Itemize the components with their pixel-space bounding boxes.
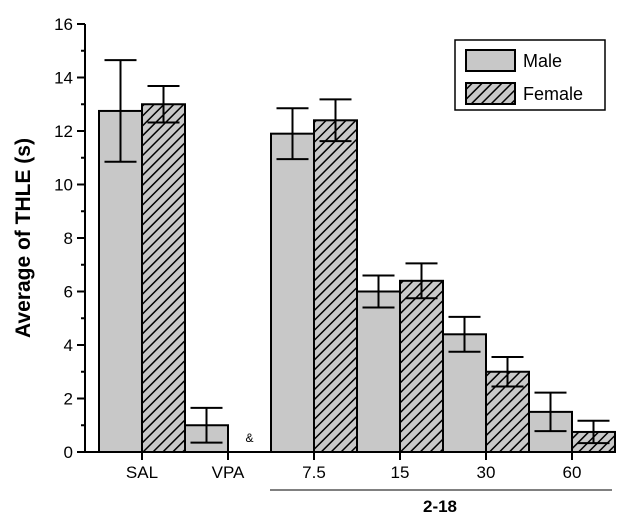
legend-swatch-female xyxy=(465,82,516,105)
legend-label-female: Female xyxy=(523,84,583,104)
bar-female-7.5 xyxy=(313,119,358,454)
y-tick-label: 4 xyxy=(64,336,73,355)
y-tick-label: 8 xyxy=(64,229,73,248)
bar-male-15 xyxy=(356,290,401,453)
x-tick-label-7.5: 7.5 xyxy=(302,463,326,482)
y-tick-label: 6 xyxy=(64,283,73,302)
bar-female-15 xyxy=(399,279,444,453)
bar-male-7.5 xyxy=(270,132,315,454)
y-tick-label: 14 xyxy=(54,69,73,88)
legend-swatch-male xyxy=(465,49,516,72)
y-tick-label: 16 xyxy=(54,15,73,34)
x-tick-label-VPA: VPA xyxy=(212,463,245,482)
y-tick-label: 2 xyxy=(64,390,73,409)
y-axis-title: Average of THLE (s) xyxy=(12,138,35,338)
x-tick-label-60: 60 xyxy=(563,463,582,482)
y-tick-label: 0 xyxy=(64,443,73,462)
bar-male-SAL xyxy=(98,109,143,453)
y-tick-label: 12 xyxy=(54,122,73,141)
bar-female-SAL xyxy=(141,103,186,453)
legend: Male Female xyxy=(454,39,606,111)
legend-label-male: Male xyxy=(523,51,562,71)
x-tick-label-15: 15 xyxy=(391,463,410,482)
x-tick-label-30: 30 xyxy=(477,463,496,482)
x-tick-label-SAL: SAL xyxy=(126,463,158,482)
y-tick-label: 10 xyxy=(54,176,73,195)
group-label: 2-18 xyxy=(423,497,457,516)
annotation-label: & xyxy=(245,431,253,445)
